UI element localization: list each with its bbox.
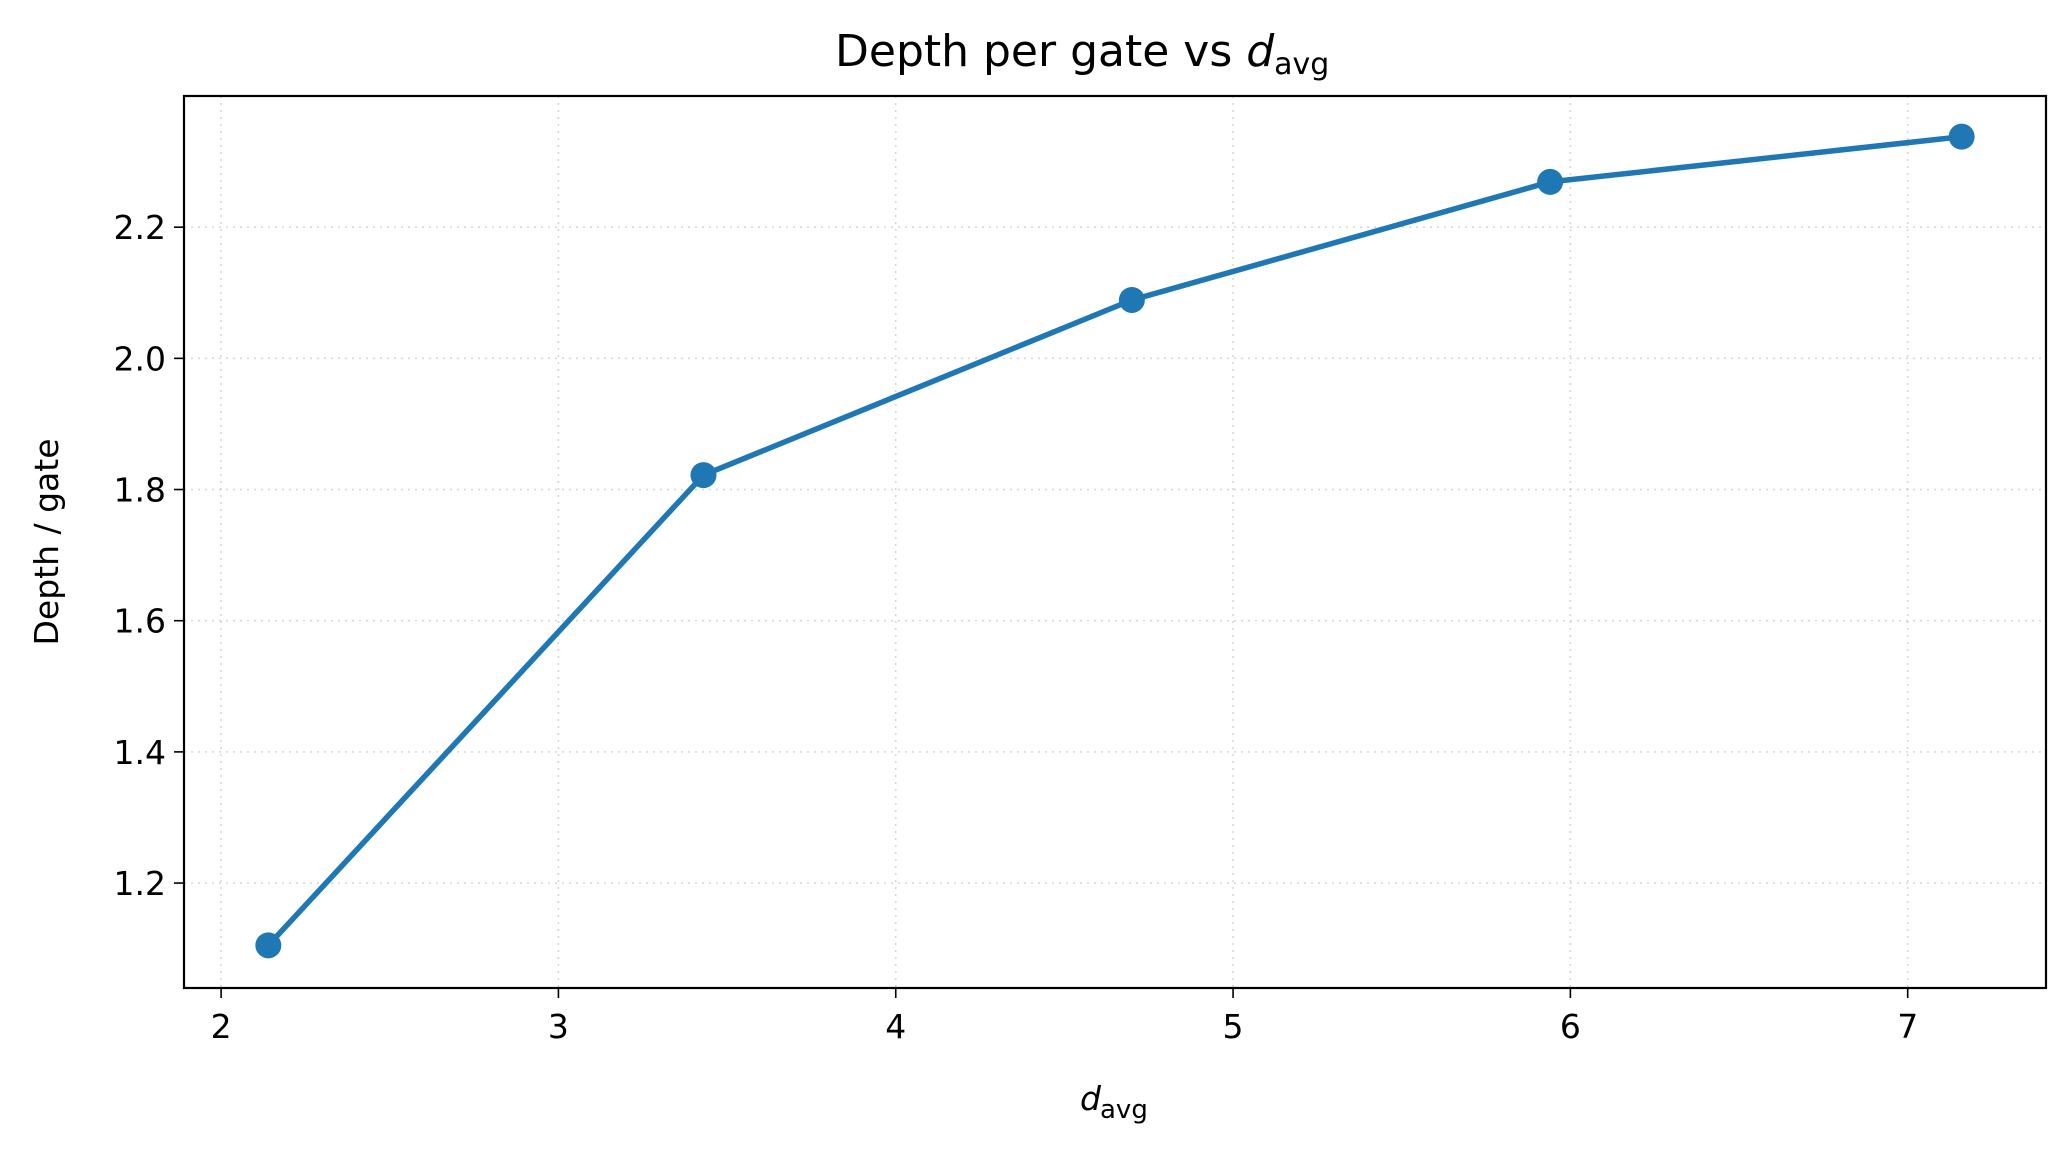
data-point [690, 462, 717, 489]
data-series [255, 123, 1975, 959]
y-tick-label: 1.8 [114, 471, 166, 510]
chart-title-variable: d [1246, 26, 1275, 77]
x-axis-title: d avg [1080, 1079, 1148, 1125]
x-axis-label-subscript: avg [1100, 1095, 1148, 1125]
x-tick-label: 5 [1223, 1007, 1244, 1046]
y-tick-label: 1.4 [114, 733, 166, 772]
y-tick-label: 2.2 [114, 208, 166, 247]
data-point [1537, 168, 1564, 195]
data-point [255, 932, 282, 959]
data-point [1948, 123, 1975, 150]
x-tick-label: 3 [548, 1007, 569, 1046]
grid-lines [184, 96, 2046, 988]
axis-ticks: 2 3 4 5 6 7 1.2 1.4 1.6 1.8 2.0 2.2 [114, 208, 1919, 1046]
plot-frame [182, 94, 2048, 990]
y-tick-label: 1.6 [114, 602, 166, 641]
y-tick-label: 2.0 [114, 339, 166, 378]
y-axis-label: Depth / gate [27, 438, 66, 645]
x-tick-label: 6 [1560, 1007, 1581, 1046]
chart-title: Depth per gate vs davg [835, 26, 1329, 82]
x-axis-label: d [1080, 1079, 1102, 1118]
data-point [1118, 286, 1145, 313]
x-tick-label: 4 [885, 1007, 906, 1046]
x-tick-label: 2 [211, 1007, 232, 1046]
chart-title-subscript: avg [1274, 47, 1329, 82]
y-tick-label: 1.2 [114, 864, 166, 903]
x-tick-label: 7 [1897, 1007, 1918, 1046]
